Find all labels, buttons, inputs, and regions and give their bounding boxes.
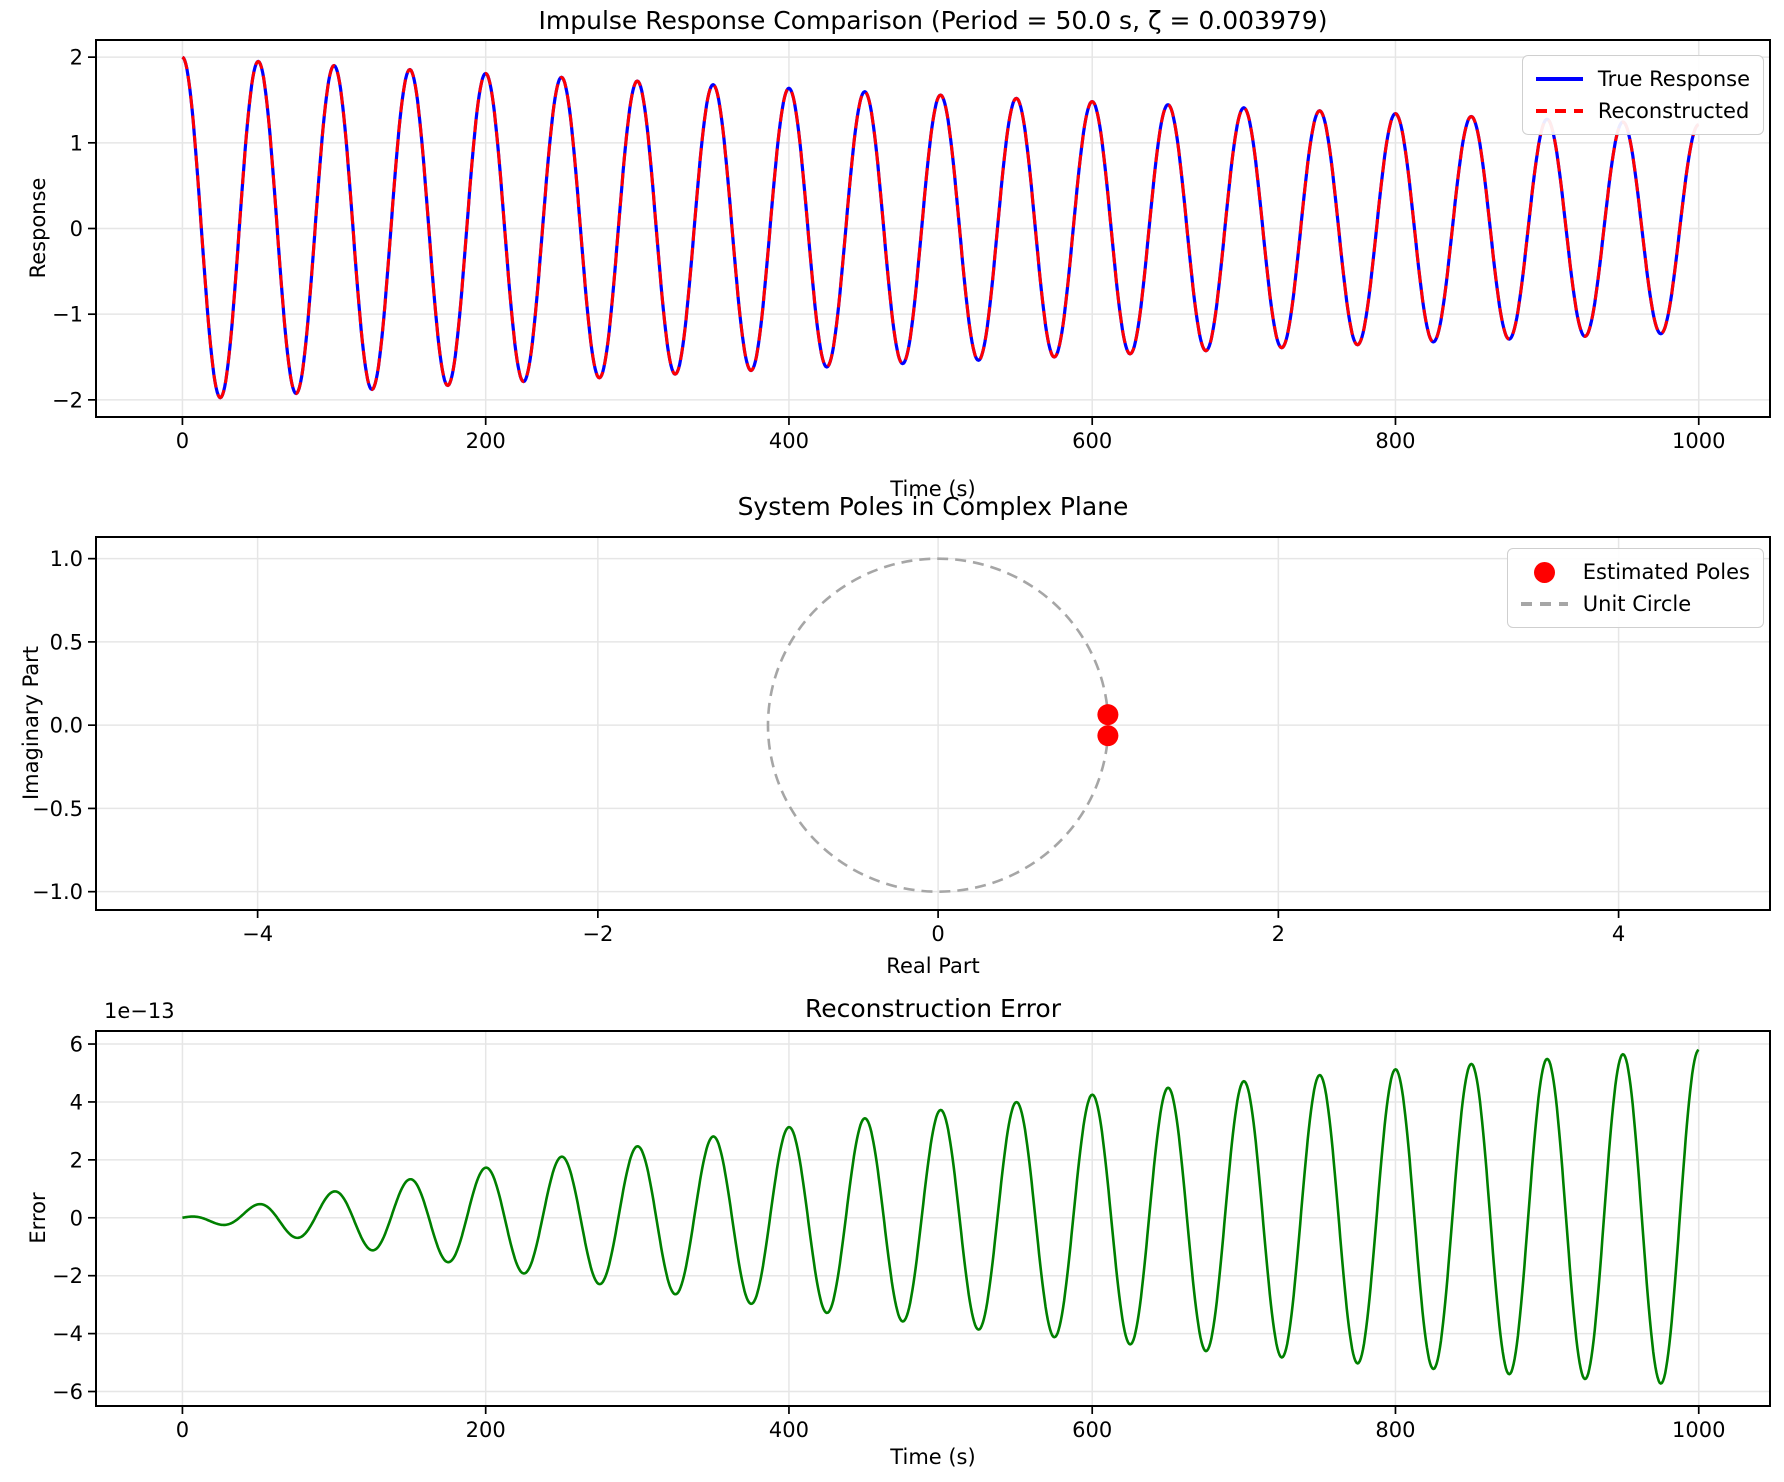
y-tick-label: −2 bbox=[52, 388, 83, 412]
pole-marker-swatch-icon bbox=[1521, 561, 1568, 583]
y-tick-label: 0.5 bbox=[50, 630, 83, 654]
x-tick-label: −2 bbox=[582, 922, 613, 946]
y-tick-label: −2 bbox=[52, 1264, 83, 1288]
chart3-xaxis-label: Time (s) bbox=[890, 1445, 976, 1469]
y-tick-label: 6 bbox=[70, 1033, 83, 1057]
reconstructed-dashed-line-swatch-icon bbox=[1535, 109, 1583, 113]
x-tick-label: 600 bbox=[1072, 429, 1112, 453]
legend-label: Unit Circle bbox=[1582, 592, 1692, 616]
y-tick-label: −4 bbox=[52, 1322, 83, 1346]
x-tick-label: 1000 bbox=[1672, 1418, 1725, 1442]
legend-entry-reconstructed: Reconstructed bbox=[1535, 95, 1750, 127]
chart2-legend: Estimated Poles Unit Circle bbox=[1506, 548, 1764, 628]
pole-marker bbox=[1097, 704, 1119, 726]
pole-marker bbox=[1097, 725, 1119, 747]
x-tick-label: 0 bbox=[176, 1418, 189, 1442]
chart3-title: Reconstruction Error bbox=[805, 994, 1061, 1023]
x-tick-label: 400 bbox=[769, 429, 809, 453]
y-tick-label: 4 bbox=[70, 1090, 83, 1114]
y-tick-label: 1.0 bbox=[50, 547, 83, 571]
y-tick-label: 1 bbox=[70, 131, 83, 155]
series-error bbox=[182, 1048, 1700, 1385]
chart1-legend: True Response Reconstructed bbox=[1521, 55, 1764, 135]
y-tick-label: 2 bbox=[70, 46, 83, 70]
chart1-xaxis-label: Time (s) bbox=[890, 477, 976, 501]
x-tick-label: 800 bbox=[1375, 1418, 1415, 1442]
y-tick-label: 0.0 bbox=[50, 714, 83, 738]
series-reconstructed bbox=[181, 55, 1700, 400]
x-tick-label: 0 bbox=[931, 922, 944, 946]
y-tick-label: −6 bbox=[52, 1380, 83, 1404]
chart-impulse-response-comparison: 0 200 400 600 800 1000 −2 −1 0 1 2 bbox=[52, 39, 1771, 453]
chart2-title: System Poles in Complex Plane bbox=[737, 492, 1129, 521]
legend-label: Reconstructed bbox=[1597, 99, 1750, 123]
y-tick-label: 0 bbox=[70, 1206, 83, 1230]
chart3-yaxis-label: Error bbox=[26, 1192, 50, 1244]
legend-label: Estimated Poles bbox=[1582, 560, 1750, 584]
x-tick-label: 200 bbox=[466, 429, 506, 453]
x-tick-label: 400 bbox=[769, 1418, 809, 1442]
x-tick-label: 200 bbox=[466, 1418, 506, 1442]
y-tick-label: 2 bbox=[70, 1148, 83, 1172]
true-response-line-swatch-icon bbox=[1535, 77, 1583, 81]
x-tick-label: 4 bbox=[1612, 922, 1625, 946]
x-tick-label: 600 bbox=[1072, 1418, 1112, 1442]
chart2-yaxis-label: Imaginary Part bbox=[19, 645, 43, 801]
legend-entry-estimated-poles: Estimated Poles bbox=[1521, 556, 1750, 588]
legend-entry-true-response: True Response bbox=[1535, 63, 1750, 95]
axes-frame bbox=[95, 536, 1771, 911]
legend-entry-unit-circle: Unit Circle bbox=[1520, 588, 1750, 620]
chart1-yaxis-label: Response bbox=[26, 177, 50, 279]
y-tick-label: −1.0 bbox=[32, 880, 83, 904]
x-tick-label: 1000 bbox=[1672, 429, 1725, 453]
chart3-scale-offset-label: 1e−13 bbox=[104, 999, 175, 1023]
chart-system-poles: −4 −2 0 2 4 −1.0 −0.5 0.0 0.5 1.0 bbox=[32, 536, 1771, 946]
series-true-response bbox=[181, 55, 1700, 400]
chart-reconstruction-error: 0 200 400 600 800 1000 −6 −4 −2 0 2 4 6 bbox=[52, 1030, 1771, 1442]
legend-label: True Response bbox=[1597, 67, 1750, 91]
x-tick-label: 2 bbox=[1272, 922, 1285, 946]
x-tick-label: 0 bbox=[176, 429, 189, 453]
chart2-xaxis-label: Real Part bbox=[886, 954, 980, 978]
chart1-title: Impulse Response Comparison (Period = 50… bbox=[538, 6, 1328, 35]
y-tick-label: 0 bbox=[70, 217, 83, 241]
y-tick-label: −1 bbox=[52, 303, 83, 327]
x-tick-label: 800 bbox=[1375, 429, 1415, 453]
y-tick-label: −0.5 bbox=[32, 797, 83, 821]
unit-circle-dashed-swatch-icon bbox=[1520, 602, 1568, 606]
x-tick-label: −4 bbox=[242, 922, 273, 946]
